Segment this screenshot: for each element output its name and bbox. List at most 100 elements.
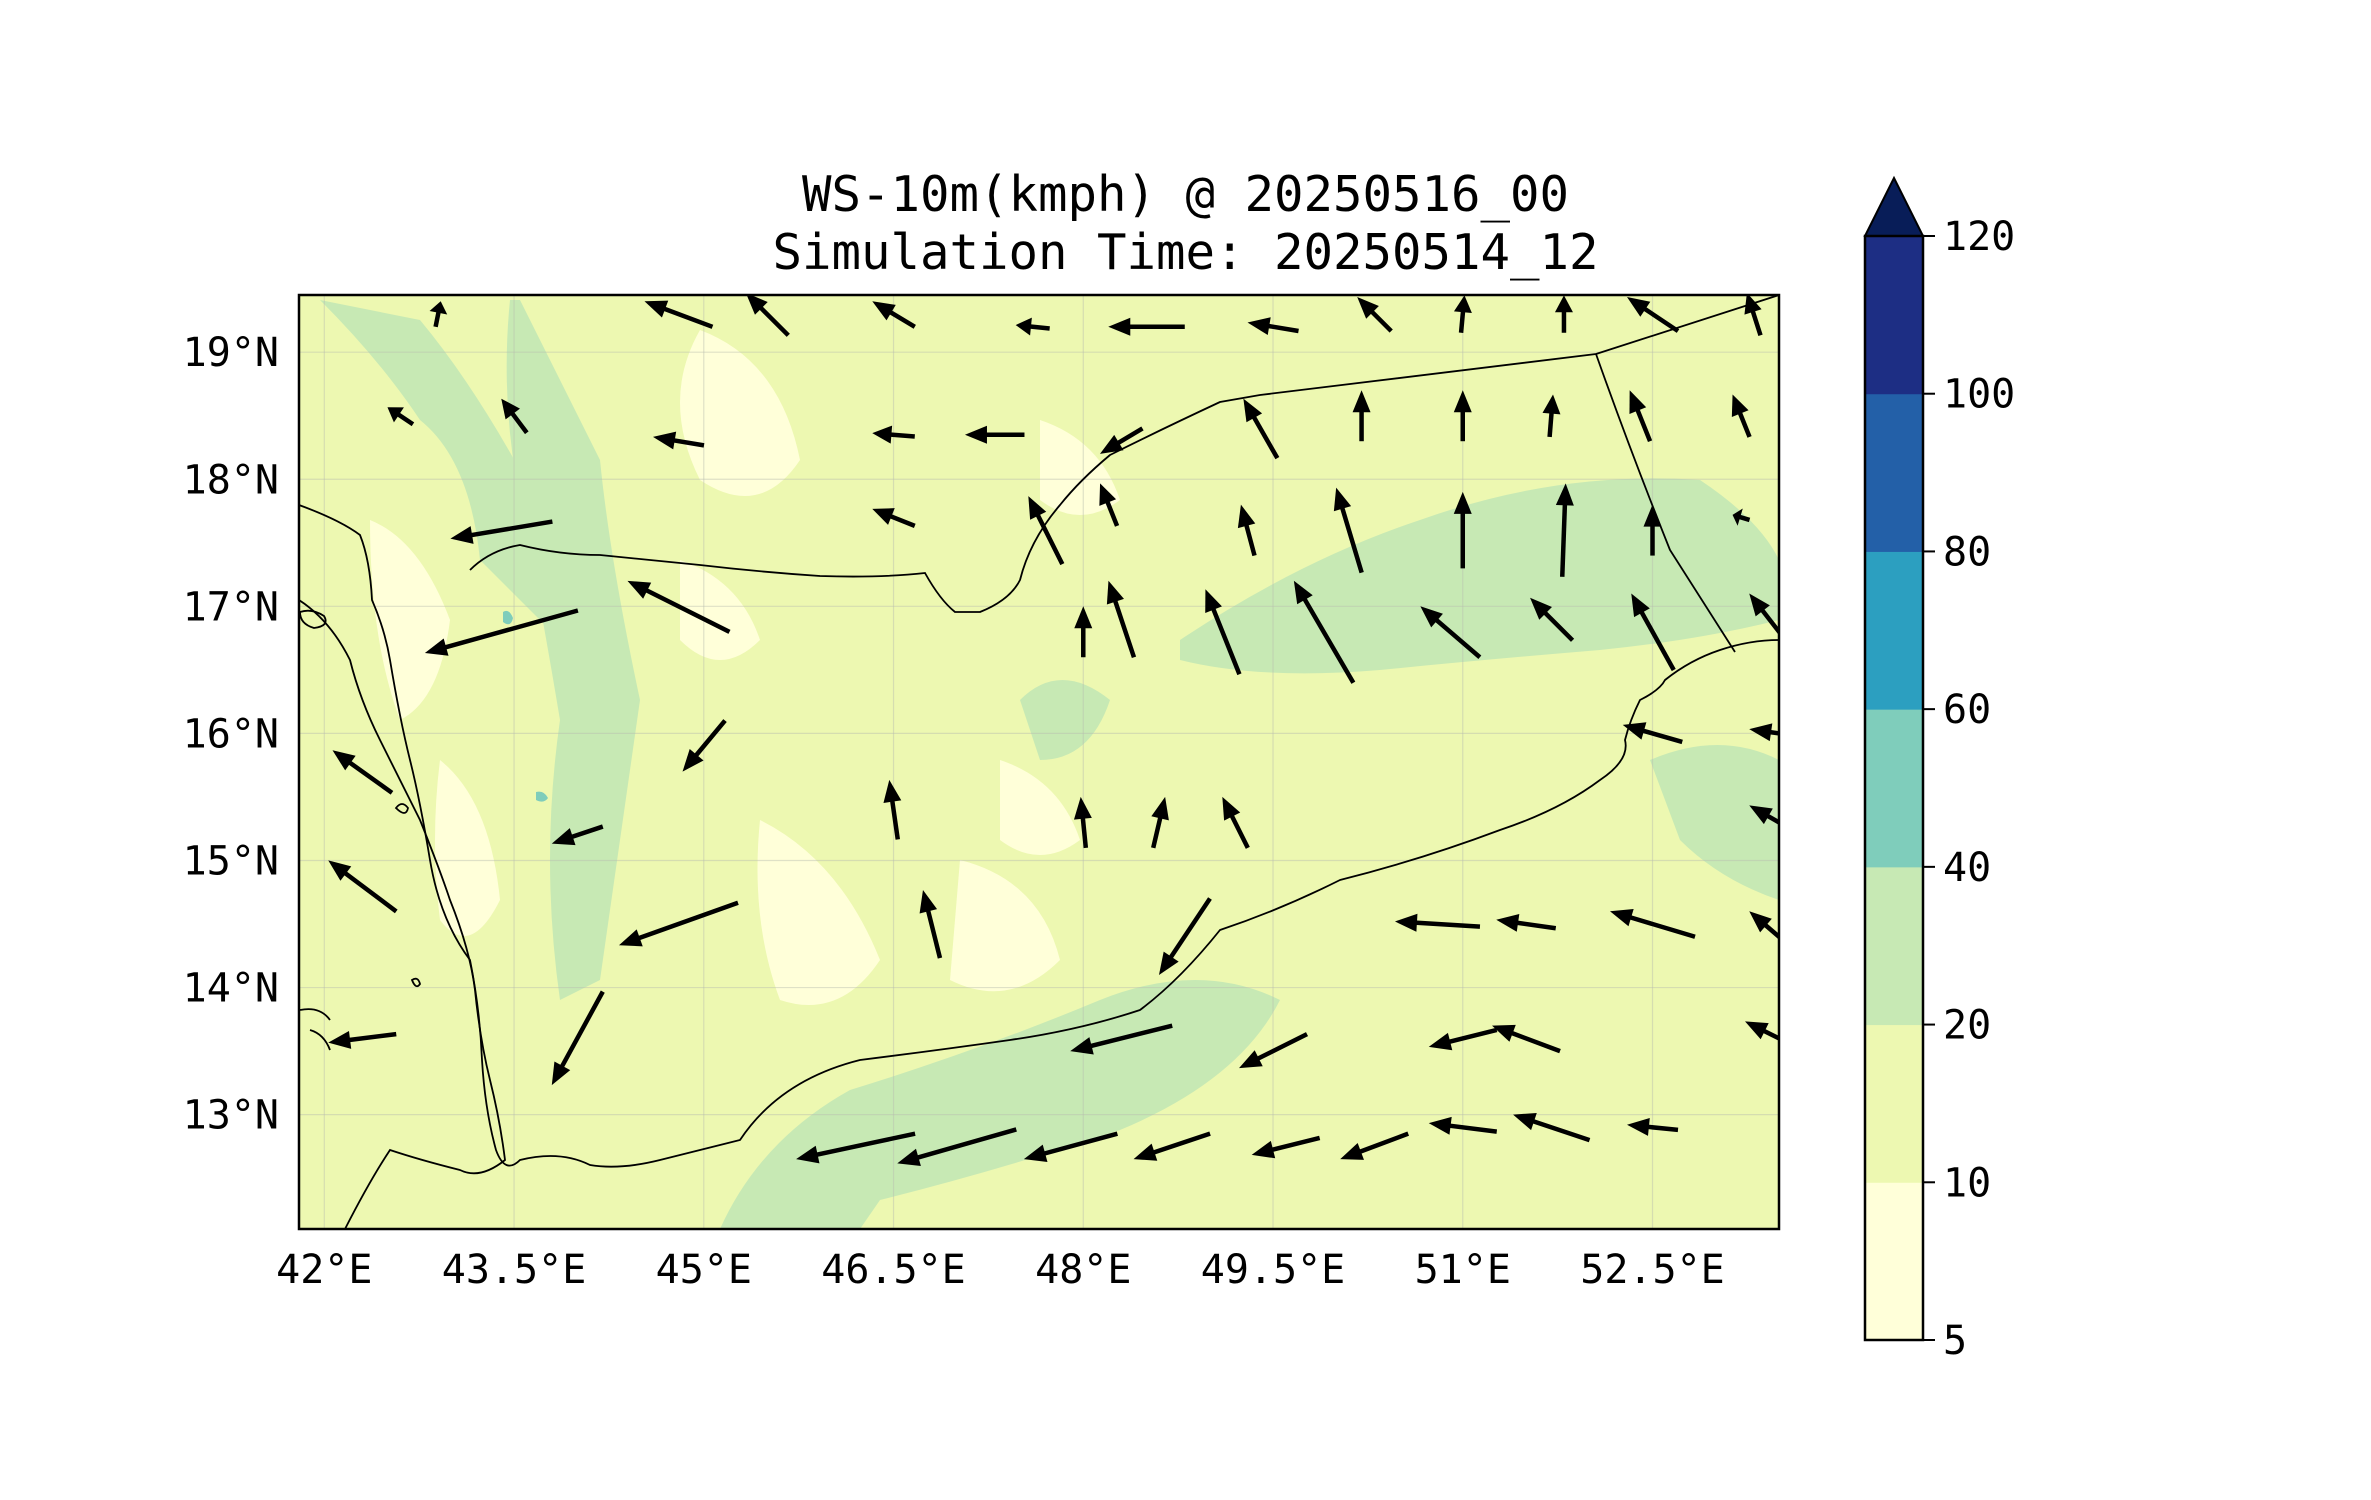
wind-vector xyxy=(1542,394,1561,438)
wind-vector xyxy=(551,990,605,1086)
fill-band-20-40 xyxy=(1020,680,1110,760)
wind-vector xyxy=(919,890,943,959)
wind-vector xyxy=(1610,908,1696,939)
colorbar-tick-label: 5 xyxy=(1943,1318,1967,1364)
fill-band-40-60 xyxy=(536,791,548,802)
colorbar-tick-label: 20 xyxy=(1943,1003,1991,1049)
wind-vector xyxy=(1237,504,1257,557)
x-tick-label: 48°E xyxy=(1035,1247,1131,1293)
wind-vector xyxy=(1631,593,1676,672)
x-tick-label: 49.5°E xyxy=(1201,1247,1346,1293)
wind-vector xyxy=(1643,504,1662,556)
wind-vector xyxy=(964,425,1025,444)
y-tick-label: 19°N xyxy=(183,330,279,376)
fill-band-5-10 xyxy=(370,520,450,720)
wind-vector xyxy=(1333,487,1364,574)
wind-vector xyxy=(1070,1023,1173,1055)
wind-vector xyxy=(1222,796,1250,849)
fill-band-40-60 xyxy=(503,610,513,625)
colorbar-segment xyxy=(1865,1182,1923,1341)
wind-vector xyxy=(682,719,727,772)
wind-speed-fill xyxy=(320,300,1779,1229)
wind-vector xyxy=(424,608,579,656)
wind-vector xyxy=(1496,913,1557,932)
wind-vector xyxy=(1243,398,1280,460)
wind-vector xyxy=(1239,1032,1309,1069)
wind-vector xyxy=(883,779,902,840)
wind-vector xyxy=(1108,317,1185,336)
wind-vector xyxy=(897,1127,1017,1167)
wind-vector xyxy=(872,508,916,528)
wind-vector xyxy=(1420,606,1482,659)
colorbar-frame xyxy=(1863,234,1925,1342)
colorbar-segment xyxy=(1865,1024,1923,1183)
wind-vectors xyxy=(328,295,1779,1167)
wind-vector xyxy=(1749,593,1779,636)
wind-vector xyxy=(1015,317,1050,336)
wind-vector xyxy=(328,1030,397,1049)
wind-vector xyxy=(1453,491,1472,569)
colorbar-tick-label: 40 xyxy=(1943,845,1991,891)
wind-vector xyxy=(1352,390,1371,442)
fill-band-20-40 xyxy=(320,300,600,650)
fill-band-5-10 xyxy=(1000,760,1080,855)
y-tick-label: 16°N xyxy=(183,711,279,757)
wind-vector xyxy=(1073,796,1092,849)
fill-band-5-10 xyxy=(950,860,1060,992)
map-frame xyxy=(297,293,1781,1231)
wind-vector xyxy=(1293,580,1356,684)
wind-vector xyxy=(644,300,714,329)
wind-vector xyxy=(1074,606,1093,658)
x-tick-label: 42°E xyxy=(276,1247,372,1293)
wind-vector xyxy=(1133,1131,1211,1161)
wind-vector xyxy=(501,398,529,435)
wind-vector xyxy=(1492,1024,1561,1054)
wind-vector xyxy=(1394,913,1481,932)
wind-vector xyxy=(1744,295,1763,336)
x-tick-label: 51°E xyxy=(1415,1247,1511,1293)
colorbar-tick-label: 100 xyxy=(1943,372,2015,418)
wind-vector xyxy=(1428,1027,1498,1051)
wind-vector xyxy=(618,900,739,947)
wind-vector xyxy=(1247,317,1299,336)
wind-vector xyxy=(1340,1131,1410,1160)
fill-band-20-40 xyxy=(506,300,640,1000)
wind-vector xyxy=(1530,597,1575,642)
x-tick-label: 46.5°E xyxy=(821,1247,966,1293)
y-tick-label: 15°N xyxy=(183,838,279,884)
wind-vector xyxy=(1428,1116,1498,1135)
fill-band-5-10 xyxy=(680,560,760,660)
title-line-2: Simulation Time: 20250514_12 xyxy=(772,224,1599,281)
map-area xyxy=(299,295,1779,1229)
y-tick-label: 18°N xyxy=(183,457,279,503)
wind-vector xyxy=(1622,722,1683,745)
fill-band-20-40 xyxy=(720,980,1280,1229)
y-tick-label: 13°N xyxy=(183,1093,279,1139)
wind-vector xyxy=(627,580,731,634)
x-tick-label: 45°E xyxy=(656,1247,752,1293)
wind-vector xyxy=(429,301,448,328)
saudi-yemen-border xyxy=(469,353,1597,613)
fill-band-5-10 xyxy=(757,820,880,1005)
wind-vector xyxy=(872,425,915,444)
wind-vector xyxy=(1028,496,1065,566)
wind-vector xyxy=(551,824,604,846)
wind-vector xyxy=(1627,1118,1679,1136)
wind-vector xyxy=(1205,589,1242,676)
colorbar-segment xyxy=(1865,393,1923,552)
wind-vector xyxy=(332,750,394,795)
colorbar-tick-label: 80 xyxy=(1943,529,1991,575)
wind-vector xyxy=(1749,723,1779,742)
x-tick-label: 43.5°E xyxy=(442,1247,587,1293)
wind-vector xyxy=(1106,580,1137,659)
wind-vector xyxy=(1555,483,1574,577)
wind-vector xyxy=(1745,1021,1779,1041)
colorbar-segment xyxy=(1865,709,1923,868)
y-tick-label: 14°N xyxy=(183,966,279,1012)
wind-vector xyxy=(1099,483,1120,527)
wind-vector xyxy=(1357,297,1393,333)
colorbar-tick-label: 10 xyxy=(1943,1160,1991,1206)
wind-vector xyxy=(1732,508,1751,526)
african-coastline xyxy=(299,599,506,1229)
